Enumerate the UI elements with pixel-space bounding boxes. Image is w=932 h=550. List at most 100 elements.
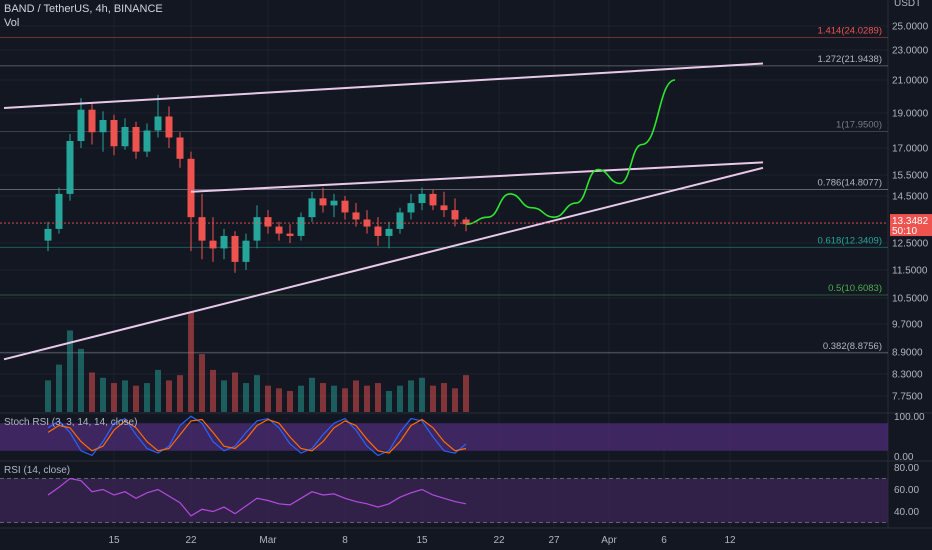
volume-bar bbox=[320, 383, 326, 412]
candle-body bbox=[352, 212, 360, 220]
price-tick-label: 19.0000 bbox=[892, 109, 929, 120]
candle-body bbox=[77, 109, 85, 141]
price-tick-label: 11.5000 bbox=[892, 266, 928, 277]
candle-body bbox=[198, 217, 206, 241]
price-tick-label: 21.0000 bbox=[892, 76, 929, 87]
current-price-tag bbox=[890, 214, 932, 237]
stoch-rsi-pane: Stoch RSI (3, 3, 14, 14, close) 100.00 0.0… bbox=[0, 412, 925, 463]
time-tick-label: 15 bbox=[416, 535, 428, 546]
volume-bar bbox=[452, 388, 458, 412]
rsi-pane: RSI (14, close) 80.00 60.00 40.00 bbox=[0, 463, 919, 523]
price-tick-label: 10.5000 bbox=[892, 294, 929, 305]
candle-body bbox=[99, 120, 107, 133]
rsi-label: RSI (14, close) bbox=[4, 465, 70, 476]
time-tick-label: 12 bbox=[724, 535, 736, 546]
volume-bar bbox=[331, 385, 337, 412]
volume-bar bbox=[78, 348, 84, 412]
stoch-rsi-label: Stoch RSI (3, 3, 14, 14, close) bbox=[4, 417, 137, 428]
stoch-axis-100: 100.00 bbox=[894, 412, 925, 423]
volume-bar bbox=[265, 385, 271, 412]
time-tick-label: 8 bbox=[342, 535, 348, 546]
volume-bar bbox=[254, 375, 260, 412]
volume-bar bbox=[463, 375, 469, 412]
candle-body bbox=[341, 200, 349, 213]
rsi-axis-label: 40.00 bbox=[894, 507, 919, 518]
candle-body bbox=[429, 193, 437, 206]
projection-path bbox=[465, 79, 676, 225]
currency-label: USDT bbox=[894, 0, 921, 9]
candle-body bbox=[110, 120, 118, 147]
volume-bar bbox=[100, 377, 106, 412]
volume-bar bbox=[232, 372, 238, 412]
stoch-band bbox=[0, 423, 888, 451]
fib-label-0.618: 0.618(12.3409) bbox=[818, 235, 882, 246]
candle-body bbox=[308, 198, 316, 218]
volume-bar bbox=[342, 388, 348, 412]
time-tick-label: Apr bbox=[601, 535, 617, 546]
volume-bar bbox=[408, 380, 414, 412]
price-tick-label: 12.5000 bbox=[892, 239, 929, 250]
price-tick-label: 8.9000 bbox=[892, 348, 923, 359]
candle-body bbox=[88, 109, 96, 133]
candle-body bbox=[66, 141, 74, 194]
candlesticks bbox=[44, 94, 470, 273]
time-tick-label: 22 bbox=[493, 535, 505, 546]
candle-body bbox=[462, 219, 470, 225]
candle-body bbox=[264, 217, 272, 227]
fib-label-1.272: 1.272(21.9438) bbox=[818, 54, 882, 65]
candle-body bbox=[396, 212, 404, 229]
candle-body bbox=[209, 240, 217, 249]
fib-label-0.786: 0.786(14.8077) bbox=[818, 178, 882, 189]
price-tick-label: 9.7000 bbox=[892, 320, 923, 331]
candle-body bbox=[385, 228, 393, 236]
volume-bar bbox=[166, 380, 172, 412]
time-tick-label: Mar bbox=[259, 535, 277, 546]
volume-bar bbox=[397, 385, 403, 412]
time-axis: 15 22 Mar 8 15 22 27 Apr 6 12 bbox=[0, 527, 932, 550]
rsi-band bbox=[0, 478, 888, 523]
volume-bar bbox=[276, 388, 282, 412]
candle-body bbox=[143, 130, 151, 152]
volume-bar bbox=[441, 383, 447, 412]
volume-bar bbox=[221, 380, 227, 412]
candle-body bbox=[187, 158, 195, 218]
price-tick-label: 25.0000 bbox=[892, 22, 929, 33]
time-tick-label: 6 bbox=[661, 535, 667, 546]
volume-bar bbox=[309, 377, 315, 412]
candle-body bbox=[220, 235, 228, 249]
volume-bar bbox=[177, 375, 183, 412]
volume-bar bbox=[89, 372, 95, 412]
fib-label-1.414: 1.414(24.0289) bbox=[818, 26, 882, 37]
candle-body bbox=[55, 193, 63, 229]
volume-bar bbox=[133, 385, 139, 412]
rsi-axis-label: 60.00 bbox=[894, 485, 919, 496]
price-tick-label: 23.0000 bbox=[892, 46, 929, 57]
symbol-title: BAND / TetherUS, 4h, BINANCE bbox=[4, 3, 163, 15]
time-tick-label: 15 bbox=[108, 535, 120, 546]
candle-body bbox=[44, 228, 52, 241]
time-tick-label: 27 bbox=[548, 535, 560, 546]
volume-bar bbox=[243, 383, 249, 412]
candle-body bbox=[363, 219, 371, 227]
volume-bar bbox=[122, 380, 128, 412]
price-tick-label: 17.0000 bbox=[892, 144, 929, 155]
rsi-line bbox=[47, 477, 467, 517]
volume-bar bbox=[155, 369, 161, 412]
candle-body bbox=[176, 137, 184, 159]
fib-label-0.5: 0.5(10.6083) bbox=[828, 283, 882, 294]
volume-bar bbox=[298, 385, 304, 412]
time-tick-label: 22 bbox=[185, 535, 197, 546]
fib-label-0.382: 0.382(8.8756) bbox=[823, 341, 882, 352]
volume-bar bbox=[364, 385, 370, 412]
price-tick-label: 14.5000 bbox=[892, 192, 929, 203]
trendline-upper-long bbox=[3, 62, 764, 110]
stoch-k-line bbox=[47, 415, 467, 457]
price-tick-label: 7.7500 bbox=[892, 392, 923, 403]
fib-label-1: 1(17.9500) bbox=[836, 119, 882, 130]
volume-bar bbox=[67, 330, 73, 412]
stoch-axis-0: 0.00 bbox=[894, 452, 914, 463]
volume-bar bbox=[287, 390, 293, 412]
candle-body bbox=[286, 233, 294, 236]
trendline-wedge-top bbox=[190, 161, 764, 193]
